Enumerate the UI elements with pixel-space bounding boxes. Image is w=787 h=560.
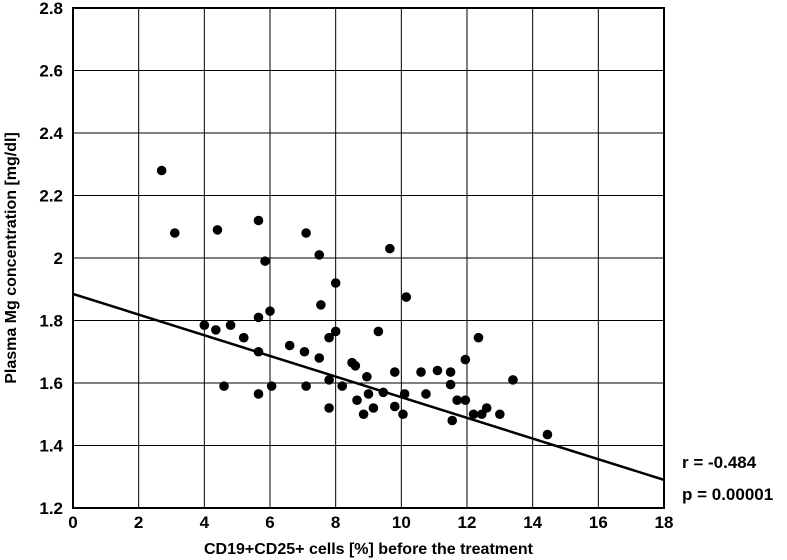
data-point (156, 165, 167, 176)
x-tick-label: 8 (331, 513, 340, 532)
data-point (452, 395, 462, 405)
data-point (363, 389, 374, 399)
data-point (337, 381, 348, 391)
x-axis-label: CD19+CD25+ cells [%] before the treatmen… (204, 541, 534, 558)
grid (72, 7, 665, 509)
data-point (314, 250, 325, 260)
y-tick-label: 1.2 (39, 499, 63, 518)
data-point (389, 401, 400, 412)
data-point (378, 387, 389, 398)
data-point (508, 375, 518, 385)
data-point (495, 409, 505, 420)
data-point (253, 312, 264, 323)
data-point (476, 409, 487, 420)
y-tick-label: 2.2 (39, 187, 63, 206)
y-tick-label: 1.4 (39, 437, 63, 456)
data-point (368, 403, 379, 413)
correlation-coefficient-label: r = -0.484 (682, 453, 757, 472)
y-tick-label: 2.4 (39, 124, 63, 143)
data-point (352, 395, 362, 405)
data-point (445, 379, 456, 390)
data-point (358, 409, 369, 420)
data-point (468, 409, 479, 420)
data-point (389, 367, 400, 377)
data-point (266, 381, 277, 391)
data-point (447, 415, 458, 426)
x-tick-label: 18 (655, 513, 674, 532)
data-point (399, 389, 410, 399)
data-point (542, 429, 553, 440)
y-tick-label: 2.8 (39, 0, 63, 18)
data-point (416, 367, 426, 377)
data-point (324, 403, 334, 413)
data-point (253, 346, 264, 357)
data-point (398, 409, 408, 420)
data-point (219, 381, 229, 391)
data-point (421, 389, 431, 399)
data-point (324, 375, 334, 385)
x-tick-label: 10 (392, 513, 411, 532)
data-point (253, 215, 264, 226)
data-point (253, 389, 264, 399)
data-point (362, 371, 372, 382)
y-tick-label: 1.6 (39, 374, 63, 393)
data-point (473, 332, 484, 343)
data-point (284, 340, 295, 351)
data-point (330, 278, 341, 288)
x-tick-label: 12 (458, 513, 477, 532)
data-point (445, 367, 456, 377)
x-tick-label: 4 (200, 513, 210, 532)
y-tick-label: 1.8 (39, 312, 63, 331)
data-point (301, 381, 311, 391)
regression-line (72, 292, 665, 482)
data-point (432, 365, 443, 376)
x-tick-label: 14 (523, 513, 542, 532)
x-tick-label: 0 (68, 513, 77, 532)
data-point (460, 354, 471, 365)
p-value-label: p = 0.00001 (682, 485, 773, 504)
data-point (265, 306, 275, 316)
data-point (316, 300, 326, 310)
y-axis-label: Plasma Mg concentration [mg/dl] (3, 132, 20, 384)
y-axis-ticks: 1.2 1.4 1.6 1.8 2 2.2 2.4 2.6 2.8 (39, 0, 63, 518)
data-point (299, 346, 310, 357)
data-point (350, 361, 361, 371)
plot-area-frame (72, 7, 665, 509)
data-point (169, 228, 180, 238)
y-tick-label: 2 (54, 249, 63, 268)
data-point (401, 292, 412, 302)
data-point (301, 228, 311, 238)
data-point (330, 326, 341, 337)
data-point (211, 325, 221, 335)
x-tick-label: 16 (589, 513, 608, 532)
data-point (324, 332, 334, 343)
data-point (260, 256, 270, 266)
data-point (385, 243, 395, 254)
x-tick-label: 2 (134, 513, 143, 532)
data-point (373, 326, 384, 337)
data-point (238, 332, 249, 343)
x-tick-label: 6 (265, 513, 274, 532)
data-point (225, 320, 236, 330)
x-axis-ticks: 0 2 4 6 8 10 12 14 16 18 (68, 513, 673, 532)
y-tick-label: 2.6 (39, 62, 63, 81)
data-point (212, 225, 223, 235)
data-point (460, 395, 471, 405)
data-points (156, 165, 553, 440)
data-point (314, 353, 325, 363)
data-point (199, 320, 210, 330)
